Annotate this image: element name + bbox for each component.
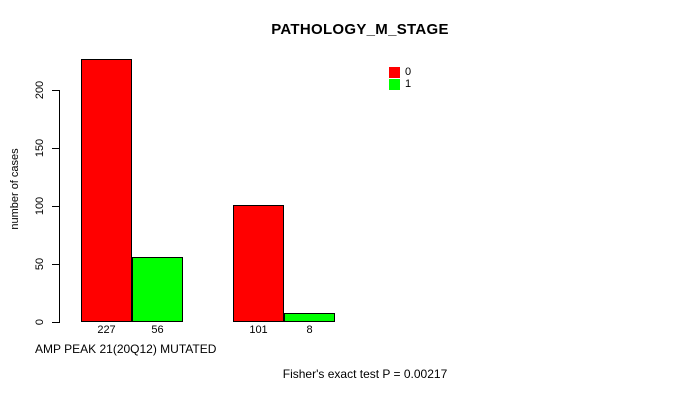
legend-item: 0 (389, 66, 411, 78)
chart-title: PATHOLOGY_M_STAGE (271, 21, 449, 38)
y-axis-tick (52, 322, 59, 323)
bar-value-label: 227 (97, 324, 116, 336)
legend-label: 0 (405, 65, 412, 78)
y-axis-tick-label: 150 (34, 138, 46, 158)
y-axis-tick (52, 148, 59, 149)
x-axis-title: AMP PEAK 21(20Q12) MUTATED (35, 342, 217, 356)
bar-value-label: 101 (249, 324, 268, 336)
y-axis-tick-label: 50 (34, 257, 46, 271)
legend-swatch-green (389, 78, 400, 90)
legend-swatch-red (389, 66, 400, 78)
legend-label: 1 (405, 77, 412, 90)
y-axis-tick (52, 264, 59, 265)
bar-series1-group2 (284, 313, 335, 322)
y-axis-tick-label: 0 (34, 318, 46, 326)
y-axis-line (59, 90, 60, 323)
bar-value-label: 56 (151, 324, 164, 336)
y-axis-tick-label: 100 (34, 196, 46, 216)
y-axis-tick (52, 206, 59, 207)
y-axis-tick-label: 200 (34, 80, 46, 100)
legend: 0 1 (389, 66, 411, 90)
stat-annotation: Fisher's exact test P = 0.00217 (282, 367, 448, 381)
bar-value-label: 8 (306, 324, 313, 336)
bar-series1-group1 (132, 257, 183, 322)
y-axis-tick (52, 90, 59, 91)
bar-series0-group2 (233, 205, 284, 322)
legend-item: 1 (389, 78, 411, 90)
bar-series0-group1 (81, 59, 132, 322)
